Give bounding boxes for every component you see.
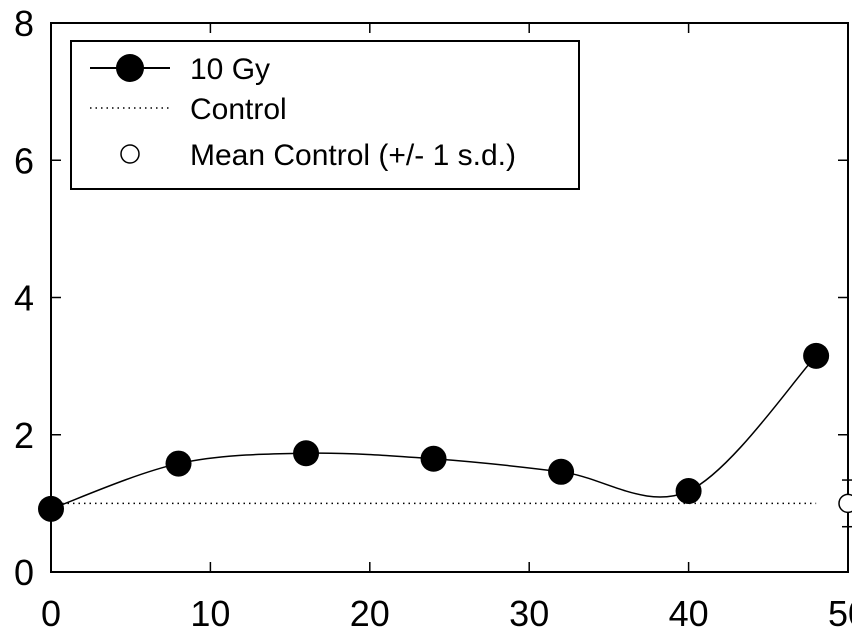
x-tick-label-4: 40 bbox=[669, 593, 709, 632]
x-tick-label-2: 20 bbox=[350, 593, 390, 632]
legend-label-mean-control: Mean Control (+/- 1 s.d.) bbox=[190, 139, 516, 172]
legend: 10 Gy Control Mean Control (+/- 1 s.d.) bbox=[70, 40, 580, 190]
x-tick-label-1: 10 bbox=[190, 593, 230, 632]
legend-marker-10gy bbox=[116, 54, 144, 82]
x-tick-label-0: 0 bbox=[41, 593, 61, 632]
y-tick-label-4: 8 bbox=[14, 3, 34, 44]
mean-control-point bbox=[838, 493, 852, 514]
legend-label-control: Control bbox=[190, 93, 287, 126]
x-tick-label-5: 50 bbox=[828, 593, 852, 632]
y-tick-label-3: 6 bbox=[14, 140, 34, 181]
series-10gy-point-1 bbox=[165, 450, 192, 477]
series-10gy-point-4 bbox=[548, 458, 575, 485]
legend-marker-mean-control bbox=[120, 144, 140, 164]
y-tick-label-1: 2 bbox=[14, 415, 34, 456]
series-10gy-point-5 bbox=[675, 478, 702, 505]
series-10gy-point-0 bbox=[38, 495, 64, 522]
y-tick-label-2: 4 bbox=[14, 278, 34, 319]
legend-label-10gy: 10 Gy bbox=[190, 53, 270, 86]
axis-tick-labels: 0 10 20 30 40 50 0 2 4 6 8 bbox=[14, 3, 852, 632]
series-10gy-point-3 bbox=[420, 445, 447, 472]
series-10gy-point-6 bbox=[803, 342, 830, 369]
series-10gy-line bbox=[50, 355, 817, 510]
y-tick-label-0: 0 bbox=[14, 552, 34, 593]
series-layer bbox=[38, 342, 852, 528]
legend-box bbox=[70, 40, 580, 190]
series-10gy-point-2 bbox=[293, 440, 320, 467]
axis-ticks bbox=[50, 22, 849, 573]
x-tick-label-3: 30 bbox=[509, 593, 549, 632]
